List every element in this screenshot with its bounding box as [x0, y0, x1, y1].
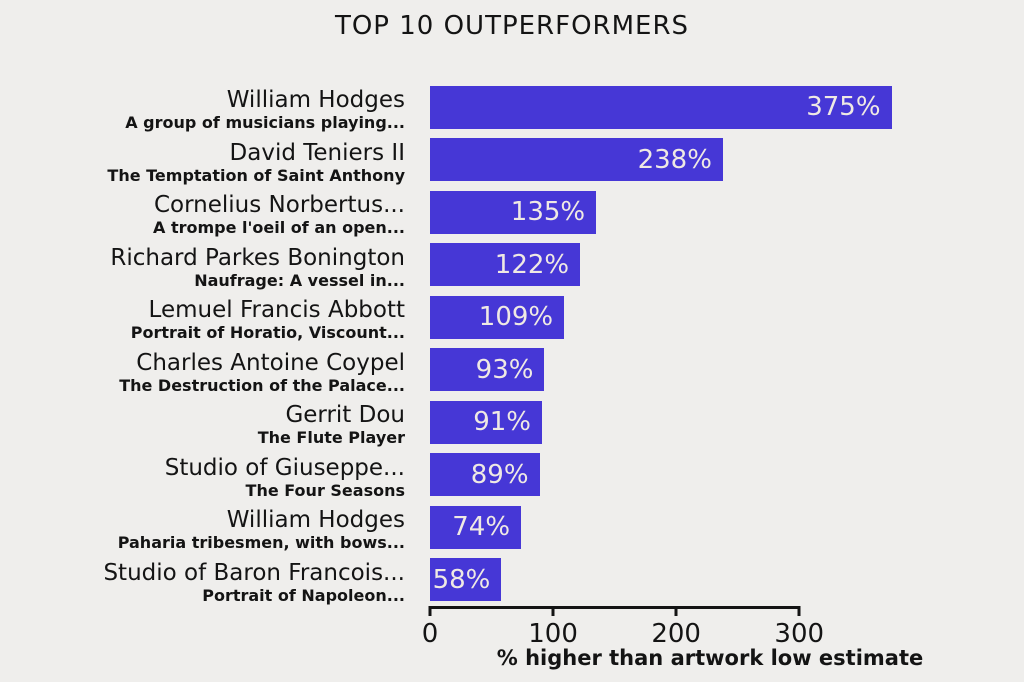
- artist-name: Cornelius Norbertus...: [153, 192, 405, 219]
- artist-name: Lemuel Francis Abbott: [148, 297, 405, 324]
- artwork-title: Naufrage: A vessel in...: [194, 270, 405, 290]
- x-tick-label: 0: [421, 619, 439, 649]
- bar-value-label: 109%: [478, 302, 554, 333]
- artwork-title: The Destruction of the Palace...: [119, 375, 405, 395]
- table-row: Gerrit Dou The Flute Player 91%: [0, 396, 1024, 449]
- artwork-title: The Four Seasons: [245, 480, 405, 500]
- x-axis-label: % higher than artwork low estimate: [496, 646, 924, 670]
- artist-name: Charles Antoine Coypel: [136, 349, 405, 376]
- bar: 122%: [430, 243, 581, 287]
- row-label: Charles Antoine Coypel The Destruction of…: [0, 344, 430, 397]
- table-row: Cornelius Norbertus... A trompe l'oeil of…: [0, 186, 1024, 239]
- table-row: Lemuel Francis Abbott Portrait of Horatio…: [0, 291, 1024, 344]
- bar-track: 89%: [430, 449, 990, 502]
- x-tick-mark: [428, 606, 432, 616]
- bar-track: 91%: [430, 396, 990, 449]
- bar-track: 93%: [430, 344, 990, 397]
- row-label: William Hodges A group of musicians playi…: [0, 81, 430, 134]
- x-tick-mark: [797, 606, 801, 616]
- artwork-title: A trompe l'oeil of an open...: [153, 218, 405, 238]
- x-tick-label: 300: [774, 619, 825, 649]
- table-row: David Teniers II The Temptation of Saint …: [0, 134, 1024, 187]
- bar-track: 109%: [430, 291, 990, 344]
- table-row: Studio of Giuseppe... The Four Seasons 89%: [0, 449, 1024, 502]
- bar: 238%: [430, 138, 723, 182]
- bar-value-label: 93%: [475, 354, 534, 385]
- bar: 58%: [430, 558, 502, 602]
- bar-value-label: 238%: [637, 144, 712, 175]
- bar: 93%: [430, 348, 545, 392]
- artist-name: Richard Parkes Bonington: [110, 244, 405, 271]
- bar: 74%: [430, 505, 522, 549]
- row-label: Richard Parkes Bonington Naufrage: A vess…: [0, 239, 430, 292]
- artwork-title: The Flute Player: [257, 428, 405, 448]
- x-tick-label: 100: [528, 619, 578, 649]
- table-row: Studio of Baron Francois... Portrait of N…: [0, 554, 1024, 607]
- row-label: Gerrit Dou The Flute Player: [0, 396, 430, 449]
- artist-name: William Hodges: [226, 87, 405, 114]
- row-label: David Teniers II The Temptation of Saint …: [0, 134, 430, 187]
- table-row: Richard Parkes Bonington Naufrage: A vess…: [0, 239, 1024, 292]
- bar: 135%: [430, 190, 597, 234]
- bar: 89%: [430, 453, 540, 497]
- x-tick-label: 200: [651, 619, 701, 649]
- bar-value-label: 375%: [806, 92, 881, 123]
- bar: 375%: [430, 85, 892, 129]
- row-label: William Hodges Paharia tribesmen, with bo…: [0, 501, 430, 554]
- x-axis: 0 100 200 300: [422, 606, 990, 649]
- table-row: William Hodges A group of musicians playi…: [0, 81, 1024, 134]
- artwork-title: Portrait of Horatio, Viscount...: [130, 323, 405, 343]
- chart-title: TOP 10 OUTPERFORMERS: [334, 11, 690, 41]
- bar-value-label: 74%: [452, 512, 511, 543]
- artwork-title: Paharia tribesmen, with bows...: [117, 533, 405, 553]
- bar-track: 58%: [430, 554, 990, 607]
- artist-name: David Teniers II: [229, 139, 405, 166]
- bars-area: William Hodges A group of musicians playi…: [0, 81, 1024, 606]
- row-label: Studio of Baron Francois... Portrait of N…: [0, 554, 430, 607]
- artwork-title: Portrait of Napoleon...: [202, 585, 405, 605]
- artist-name: William Hodges: [226, 507, 405, 534]
- bar-track: 238%: [430, 134, 990, 187]
- bar-track: 375%: [430, 81, 990, 134]
- artist-name: Studio of Baron Francois...: [103, 559, 405, 586]
- bar: 91%: [430, 400, 542, 444]
- x-tick-mark: [551, 606, 555, 616]
- artwork-title: A group of musicians playing...: [125, 113, 405, 133]
- bar: 109%: [430, 295, 565, 339]
- bar-value-label: 89%: [470, 459, 529, 490]
- bar-track: 74%: [430, 501, 990, 554]
- bar-value-label: 58%: [432, 564, 491, 595]
- bar-value-label: 122%: [494, 249, 570, 280]
- table-row: William Hodges Paharia tribesmen, with bo…: [0, 501, 1024, 554]
- table-row: Charles Antoine Coypel The Destruction of…: [0, 344, 1024, 397]
- x-tick-mark: [674, 606, 678, 616]
- artist-name: Gerrit Dou: [285, 402, 405, 429]
- artist-name: Studio of Giuseppe...: [164, 454, 405, 481]
- bar-value-label: 91%: [473, 407, 531, 438]
- bar-value-label: 135%: [510, 197, 586, 228]
- row-label: Lemuel Francis Abbott Portrait of Horatio…: [0, 291, 430, 344]
- bar-track: 135%: [430, 186, 990, 239]
- row-label: Studio of Giuseppe... The Four Seasons: [0, 449, 430, 502]
- row-label: Cornelius Norbertus... A trompe l'oeil of…: [0, 186, 430, 239]
- x-axis-line: [430, 606, 800, 609]
- bar-track: 122%: [430, 239, 990, 292]
- artwork-title: The Temptation of Saint Anthony: [107, 165, 405, 185]
